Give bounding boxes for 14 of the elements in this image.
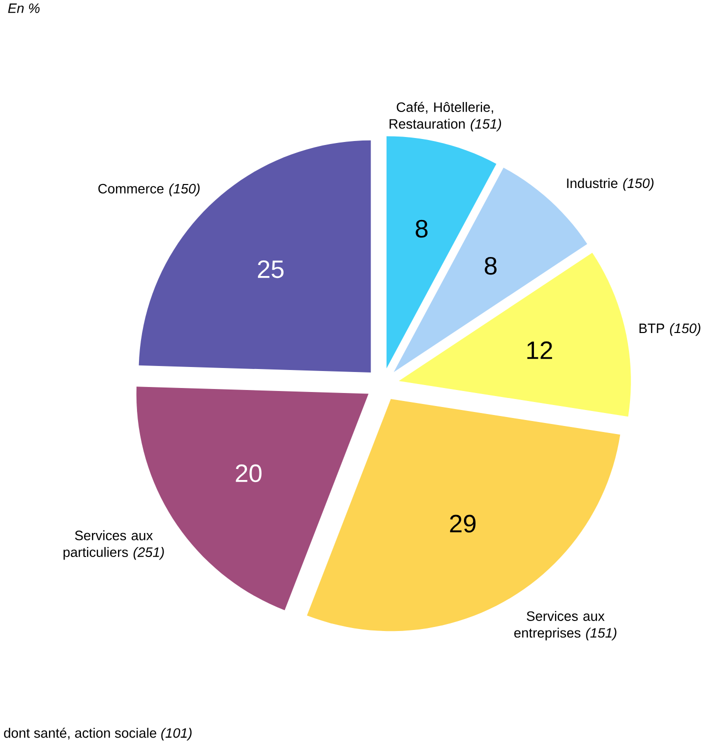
data-label: 25 <box>258 260 284 278</box>
data-label: 12 <box>528 341 552 359</box>
text: dont santé, action sociale (101) <box>4 728 192 741</box>
slice-label: BTP (150) <box>640 323 701 336</box>
text: En % <box>8 3 40 13</box>
slice-label: Café, Hôtellerie, Restauration (151) <box>390 102 502 132</box>
data-label: 8 <box>485 256 497 275</box>
data-label: 20 <box>236 464 262 482</box>
slice-label: Industrie (150) <box>567 178 654 191</box>
slice-label: Services aux entreprises (151) <box>514 610 617 640</box>
slice-label: Services aux particuliers (251) <box>64 530 164 560</box>
data-label: 8 <box>416 220 428 238</box>
slice-label: Commerce (150) <box>98 184 200 196</box>
data-label: 29 <box>450 514 476 533</box>
